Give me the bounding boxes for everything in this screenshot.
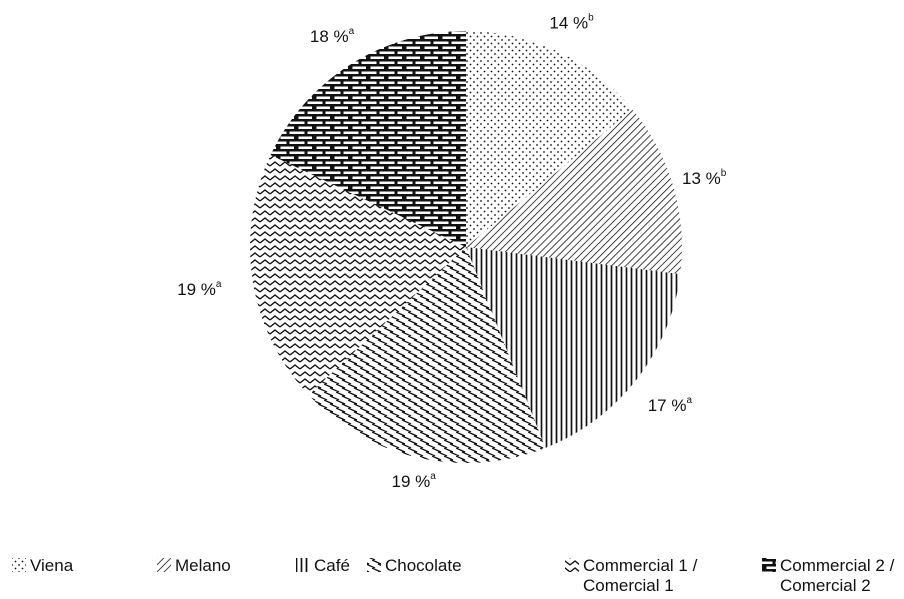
pie-slice-viena	[466, 31, 633, 247]
legend: Viena Melano Café Chocolate Commercial 1 /Co…	[12, 556, 895, 595]
legend-label-commercial-2: Commercial 2 /	[780, 556, 895, 575]
legend-item-commercial-1: Commercial 1 /Comercial 1	[565, 556, 698, 595]
legend-item-chocolate: Chocolate	[367, 556, 462, 575]
pie-slice-commercial-1	[249, 155, 466, 395]
slice-label-chocolate: 19 %a	[391, 471, 436, 491]
legend-swatch-caf	[296, 558, 310, 572]
legend-label-viena: Viena	[30, 556, 74, 575]
slice-label-commercial-1: 19 %a	[177, 279, 222, 299]
pie-labels: 14 %b 13 %b 17 %a 19 %a 19 %a 18 %a	[177, 13, 727, 492]
legend-item-melano: Melano	[157, 556, 231, 575]
legend-item-caf: Café	[296, 556, 350, 575]
legend-label-melano: Melano	[175, 556, 231, 575]
slice-label-viena: 14 %b	[549, 13, 594, 33]
pie-slice-chocolate	[308, 247, 546, 464]
legend-swatch-viena	[12, 558, 26, 572]
legend-swatch-commercial-1	[565, 558, 579, 572]
legend-item-viena: Viena	[12, 556, 74, 575]
legend-swatch-commercial-2	[762, 558, 776, 572]
slice-label-melano: 13 %b	[682, 168, 727, 188]
legend-label-line2-commercial-2: Comercial 2	[780, 576, 871, 595]
legend-label-chocolate: Chocolate	[385, 556, 462, 575]
legend-label-line2-commercial-1: Comercial 1	[583, 576, 674, 595]
pie-slice-caf	[466, 247, 681, 448]
pie-slice-melano	[466, 109, 682, 275]
legend-swatch-melano	[157, 558, 171, 572]
legend-label-caf: Café	[314, 556, 350, 575]
slice-label-caf: 17 %a	[648, 395, 693, 415]
slice-label-commercial-2: 18 %a	[310, 26, 355, 46]
pie-slices	[249, 30, 682, 464]
pie-slice-commercial-2	[270, 30, 466, 247]
legend-label-commercial-1: Commercial 1 /	[583, 556, 698, 575]
legend-swatch-chocolate	[367, 558, 381, 572]
legend-item-commercial-2: Commercial 2 /Comercial 2	[762, 556, 895, 595]
